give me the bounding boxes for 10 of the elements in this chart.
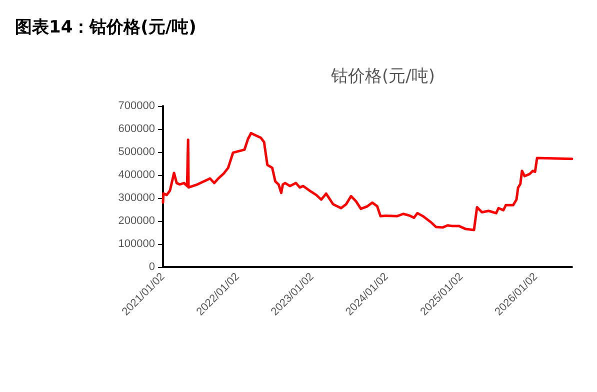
- y-tick-label: 500000: [118, 146, 155, 158]
- y-tick-label: 400000: [118, 169, 155, 181]
- chart-subtitle: 钴价格(元/吨): [330, 66, 435, 86]
- y-tick-label: 200000: [118, 215, 155, 227]
- y-tick-label: 600000: [118, 123, 155, 135]
- chart-title: 图表14：钴价格(元/吨): [15, 18, 196, 38]
- y-tick-label: 300000: [118, 192, 155, 204]
- y-tick-label: 0: [148, 261, 155, 273]
- y-tick-label: 100000: [118, 238, 155, 250]
- y-tick-label: 700000: [118, 100, 155, 112]
